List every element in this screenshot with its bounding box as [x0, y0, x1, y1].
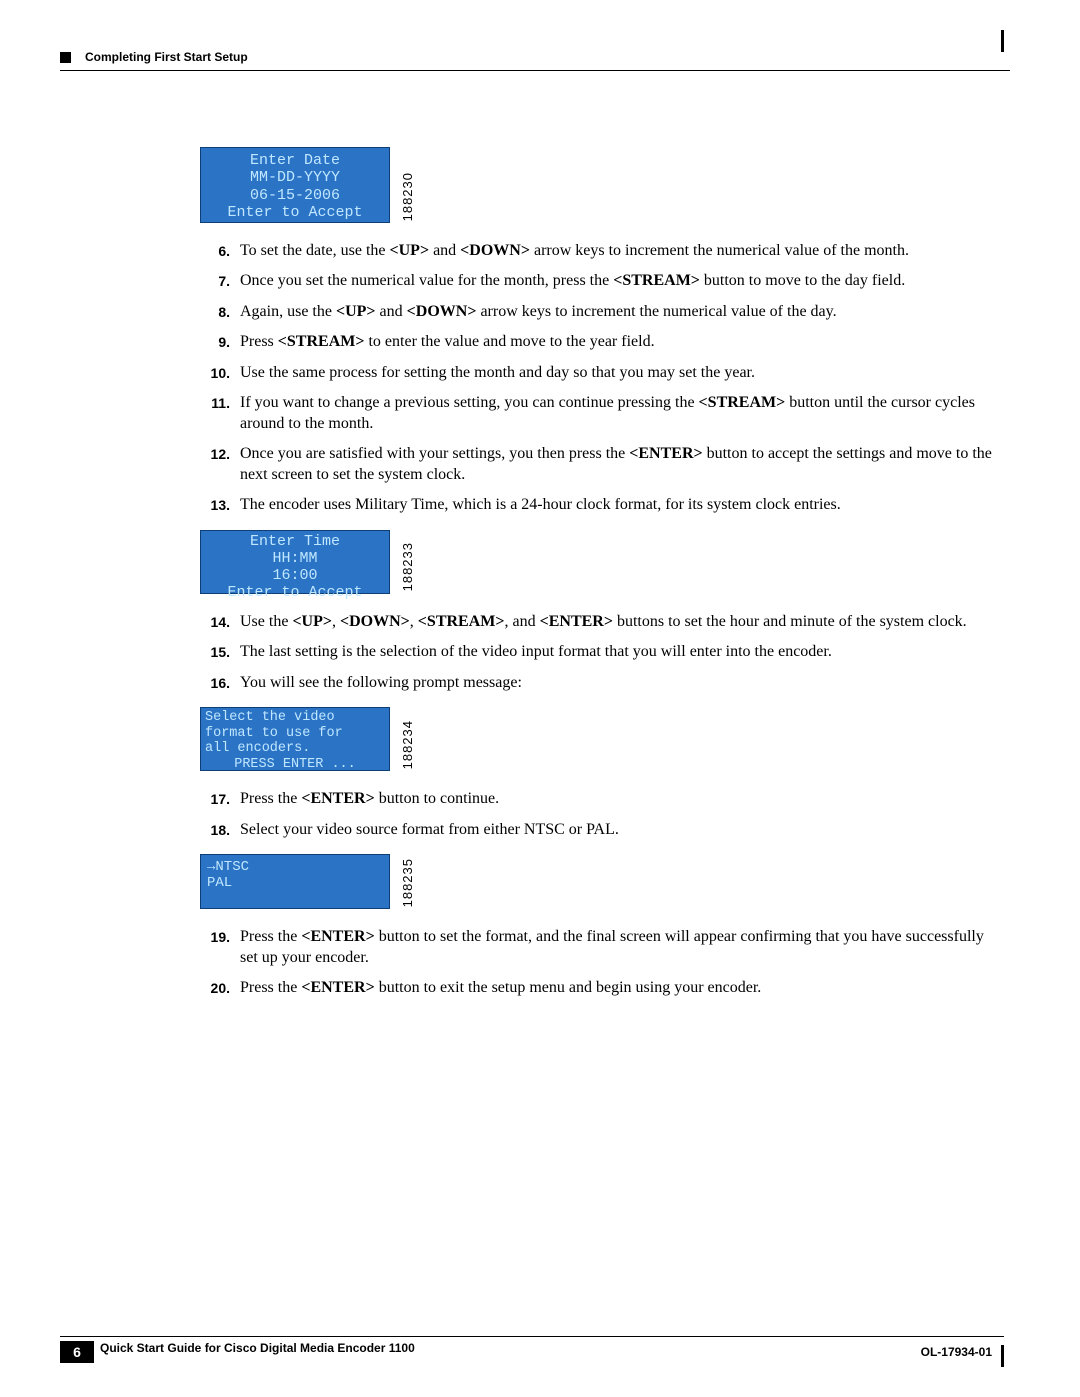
step-list: 17. Press the <ENTER> button to continue… [200, 789, 1000, 840]
figure-id-label: 188233 [400, 542, 417, 591]
lcd-line: PRESS ENTER ... [205, 757, 385, 773]
header-square-icon [60, 52, 71, 63]
page-header: Completing First Start Setup [60, 50, 1010, 64]
step-17: 17. Press the <ENTER> button to continue… [200, 789, 1000, 809]
content-area: Enter Date MM-DD-YYYY 06-15-2006 Enter t… [200, 85, 1000, 998]
step-10: 10. Use the same process for setting the… [200, 363, 1000, 383]
step-list: 19. Press the <ENTER> button to set the … [200, 927, 1000, 998]
crop-mark-bottom [1001, 1345, 1004, 1367]
lcd-video-screen: Select the video format to use for all e… [200, 707, 390, 771]
step-13: 13. The encoder uses Military Time, whic… [200, 495, 1000, 515]
page: Completing First Start Setup Enter Date … [0, 0, 1080, 1397]
lcd-ntsc-figure: →NTSC PAL 188235 [200, 854, 1000, 909]
lcd-line: HH:MM [201, 550, 389, 567]
lcd-line: Enter to Accept [201, 204, 389, 221]
lcd-video-figure: Select the video format to use for all e… [200, 707, 1000, 771]
step-14: 14. Use the <UP>, <DOWN>, <STREAM>, and … [200, 612, 1000, 632]
lcd-date-figure: Enter Date MM-DD-YYYY 06-15-2006 Enter t… [200, 85, 1000, 223]
step-7: 7. Once you set the numerical value for … [200, 271, 1000, 291]
lcd-ntsc-screen: →NTSC PAL [200, 854, 390, 909]
lcd-line: MM-DD-YYYY [201, 169, 389, 186]
lcd-line: format to use for [205, 726, 385, 742]
lcd-line: 06-15-2006 [201, 187, 389, 204]
step-12: 12. Once you are satisfied with your set… [200, 444, 1000, 485]
step-9: 9. Press <STREAM> to enter the value and… [200, 332, 1000, 352]
footer-rule [60, 1336, 1004, 1337]
step-18: 18. Select your video source format from… [200, 820, 1000, 840]
step-list: 6. To set the date, use the <UP> and <DO… [200, 241, 1000, 516]
figure-id-label: 188234 [400, 720, 417, 769]
crop-mark-top [1001, 30, 1004, 52]
step-11: 11. If you want to change a previous set… [200, 393, 1000, 434]
lcd-time-screen: Enter Time HH:MM 16:00 Enter to Accept [200, 530, 390, 594]
step-20: 20. Press the <ENTER> button to exit the… [200, 978, 1000, 998]
page-number: 6 [60, 1341, 94, 1363]
lcd-line: Enter Date [201, 152, 389, 169]
lcd-line: all encoders. [205, 741, 385, 757]
step-8: 8. Again, use the <UP> and <DOWN> arrow … [200, 302, 1000, 322]
lcd-line: PAL [207, 875, 383, 891]
lcd-date-screen: Enter Date MM-DD-YYYY 06-15-2006 Enter t… [200, 147, 390, 223]
footer-guide-title: Quick Start Guide for Cisco Digital Medi… [100, 1341, 415, 1355]
lcd-line: Enter to Accept [201, 584, 389, 601]
lcd-line: Enter Time [201, 533, 389, 550]
step-list: 14. Use the <UP>, <DOWN>, <STREAM>, and … [200, 612, 1000, 693]
lcd-line: →NTSC [207, 859, 383, 875]
lcd-line: Select the video [205, 710, 385, 726]
header-rule [60, 70, 1010, 71]
step-6: 6. To set the date, use the <UP> and <DO… [200, 241, 1000, 261]
lcd-time-figure: Enter Time HH:MM 16:00 Enter to Accept 1… [200, 530, 1000, 594]
figure-id-label: 188230 [400, 172, 417, 221]
step-16: 16. You will see the following prompt me… [200, 673, 1000, 693]
figure-id-label: 188235 [400, 858, 417, 907]
step-15: 15. The last setting is the selection of… [200, 642, 1000, 662]
document-id: OL-17934-01 [921, 1345, 992, 1359]
lcd-line: 16:00 [201, 567, 389, 584]
section-title: Completing First Start Setup [85, 50, 248, 64]
step-19: 19. Press the <ENTER> button to set the … [200, 927, 1000, 968]
